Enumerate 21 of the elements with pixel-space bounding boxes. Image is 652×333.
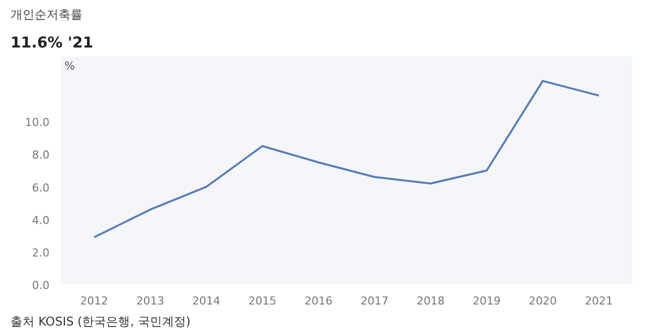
x-tick-label: 2016	[304, 294, 332, 308]
y-tick-label: 6.0	[32, 181, 50, 194]
y-tick-label: 0.0	[32, 279, 50, 292]
x-tick-label: 2021	[584, 294, 613, 308]
y-tick-label: 8.0	[32, 148, 50, 162]
y-tick-label: 2.0	[32, 246, 50, 260]
line-series	[93, 80, 600, 238]
x-tick-label: 2015	[248, 294, 276, 308]
x-tick-label: 2020	[528, 294, 557, 308]
x-tick-label: 2018	[416, 294, 445, 308]
x-tick-label: 2013	[136, 294, 164, 308]
x-tick-label: 2019	[472, 294, 501, 308]
x-tick-label: 2017	[360, 294, 389, 308]
chart-title: 개인순저축률	[10, 8, 82, 22]
y-tick-label: 10.0	[25, 116, 50, 130]
y-tick-label: 4.0	[32, 214, 50, 227]
y-axis-title: %	[64, 60, 75, 72]
x-tick-label: 2014	[192, 294, 220, 308]
chart-subtitle: 11.6% '21	[10, 34, 94, 52]
x-tick-label: 2012	[80, 294, 108, 308]
source-note: 출처 KOSIS (한국은행, 국민계정)	[10, 314, 191, 328]
